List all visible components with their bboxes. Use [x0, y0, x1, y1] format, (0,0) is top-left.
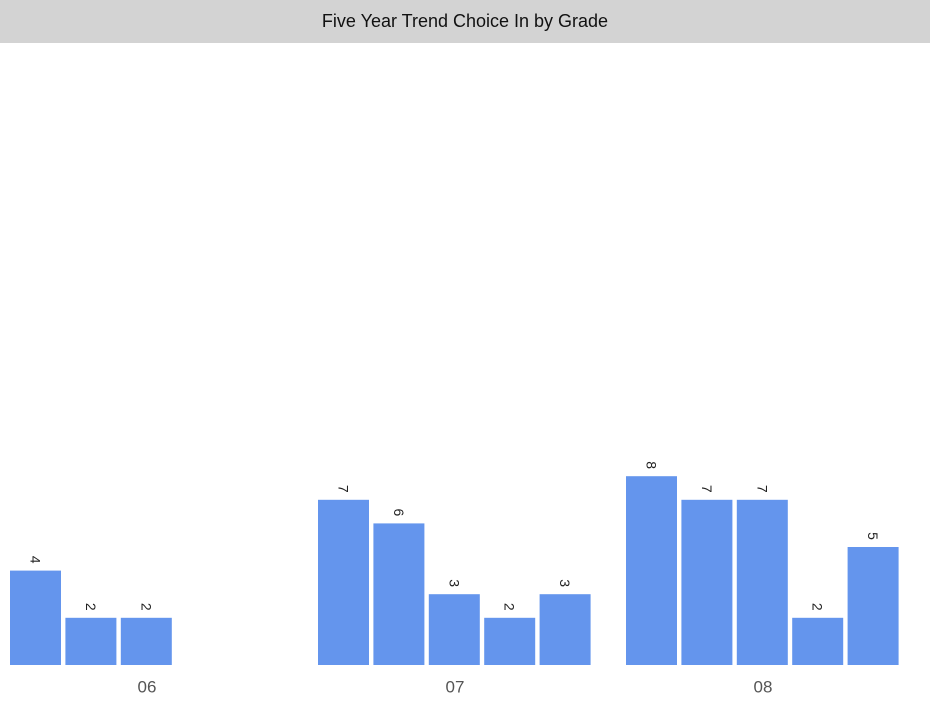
bar-06-2 [65, 617, 117, 665]
bar-value-label: 7 [699, 485, 715, 493]
bar-07-2 [373, 523, 425, 665]
bar-08-1 [626, 476, 677, 665]
bar-08-3 [736, 499, 788, 665]
chart-title: Five Year Trend Choice In by Grade [321, 11, 609, 31]
bar-value-label: 3 [446, 579, 462, 587]
x-tick-label: 07 [446, 678, 465, 697]
bar-06-1 [10, 570, 61, 665]
bar-value-label: 2 [83, 603, 99, 611]
bar-value-label: 7 [754, 485, 770, 493]
bar-value-label: 7 [336, 485, 352, 493]
bar-value-label: 4 [28, 556, 44, 564]
bar-07-1 [318, 499, 369, 665]
bar-value-label: 5 [865, 532, 881, 540]
chart-title-bar: Five Year Trend Choice In by Grade [0, 0, 930, 43]
bar-value-label: 6 [391, 509, 407, 517]
bar-07-4 [484, 617, 536, 665]
bar-08-2 [681, 499, 733, 665]
bar-value-label: 2 [810, 603, 826, 611]
bar-value-label: 2 [138, 603, 154, 611]
bar-08-5 [847, 547, 899, 665]
bar-07-3 [428, 594, 480, 665]
bar-value-label: 3 [557, 579, 573, 587]
x-tick-label: 06 [138, 678, 157, 697]
bar-07-5 [539, 594, 591, 665]
x-tick-label: 08 [754, 678, 773, 697]
bar-08-4 [792, 617, 844, 665]
bar-value-label: 2 [502, 603, 518, 611]
bar-value-label: 8 [644, 461, 660, 469]
bar-06-3 [120, 617, 172, 665]
